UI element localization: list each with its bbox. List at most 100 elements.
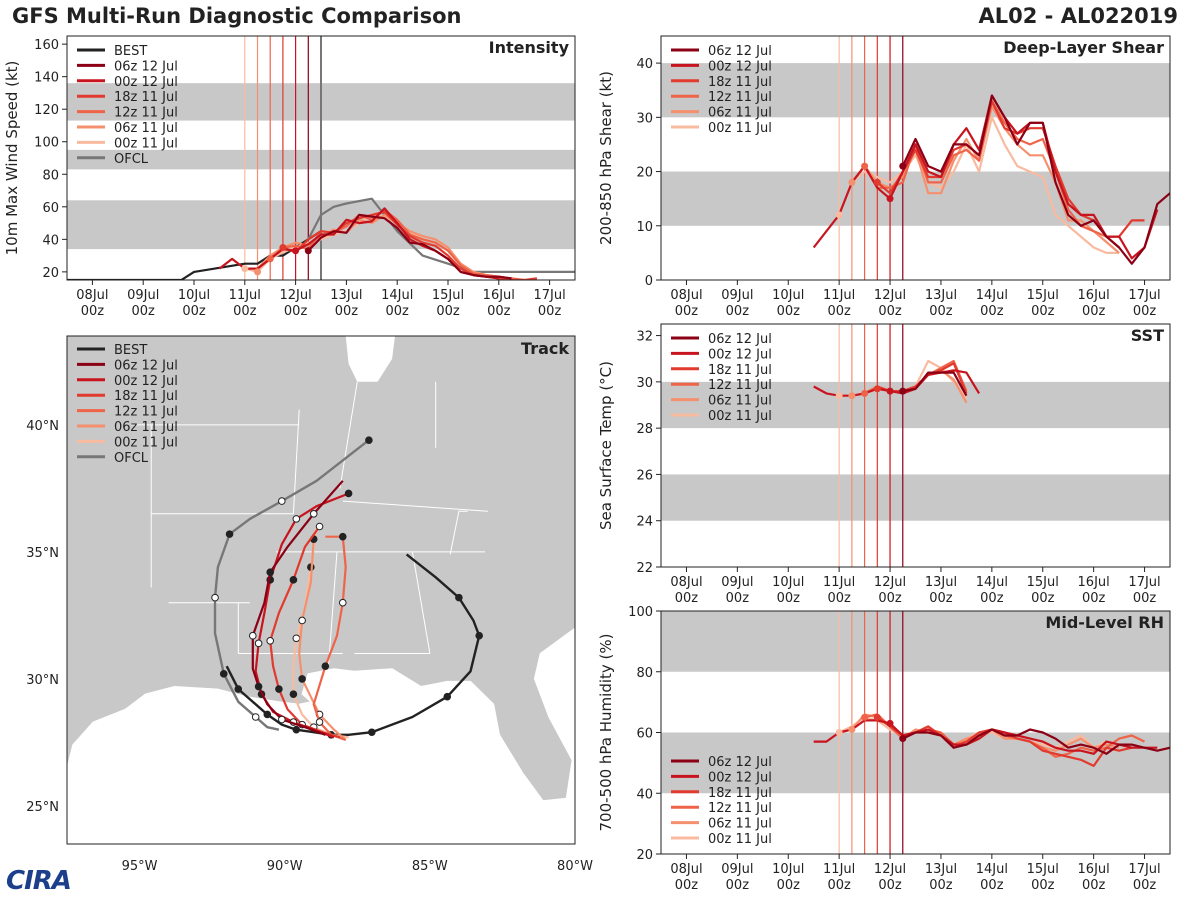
sst-xtick-label: 00z	[777, 591, 801, 606]
intensity-init-marker	[304, 247, 312, 255]
shear-xtick-label: 13Jul	[925, 288, 957, 303]
track-point-marker	[368, 728, 376, 737]
sst-ytick-label: 24	[636, 515, 653, 530]
rh-xtick-label: 00z	[675, 878, 699, 893]
rh-xtick-label: 14Jul	[976, 862, 1008, 877]
shear-xtick-label: 00z	[675, 304, 699, 319]
sst-xtick-label: 08Jul	[670, 575, 702, 590]
track-legend-label: OFCL	[114, 451, 149, 466]
intensity-xtick-label: 12Jul	[279, 288, 311, 303]
track-point-marker	[475, 631, 484, 640]
intensity-series-line	[307, 213, 512, 280]
track-point-marker	[266, 637, 275, 645]
intensity-ytick-label: 160	[34, 38, 59, 53]
intensity-legend-label: 12z 11 Jul	[114, 106, 178, 121]
shear-ytick-label: 40	[636, 57, 653, 72]
rh-ylabel: 700-500 hPa Humidity (%)	[597, 633, 615, 831]
track-point-marker	[344, 489, 353, 498]
shear-legend-label: 18z 11 Jul	[708, 75, 772, 90]
shear-init-marker	[899, 162, 907, 170]
sst-init-marker	[873, 385, 881, 393]
state-border	[339, 381, 358, 489]
sst-frame	[660, 323, 1171, 568]
sst-xtick-label: 00z	[878, 591, 902, 606]
intensity-xtick-label: 14Jul	[381, 288, 413, 303]
rh-xtick-label: 09Jul	[721, 862, 753, 877]
shear-legend-label: 06z 12 Jul	[708, 44, 772, 59]
intensity-ytick-label: 100	[34, 136, 59, 151]
intensity-series-line	[256, 213, 512, 280]
intensity-ytick-label: 40	[42, 233, 59, 248]
sst-title: SST	[1131, 326, 1164, 345]
rh-ytick-label: 20	[636, 848, 653, 863]
intensity-xtick-label: 00z	[538, 304, 562, 319]
track-line	[251, 480, 344, 736]
intensity-xtick-label: 00z	[81, 304, 105, 319]
track-frame	[66, 335, 576, 845]
sst-xtick-label: 15Jul	[1027, 575, 1059, 590]
land-mass	[67, 336, 575, 802]
track-ytick-label: 30°N	[26, 673, 59, 688]
rh-xtick-label: 10Jul	[772, 862, 804, 877]
intensity-legend-label: 18z 11 Jul	[114, 90, 178, 105]
chart-intensity: 2040608010012014016008Jul00z09Jul00z10Ju…	[3, 35, 576, 319]
intensity-xtick-label: 00z	[386, 304, 410, 319]
intensity-init-marker	[241, 265, 249, 273]
shear-ytick-label: 0	[645, 274, 653, 289]
shear-legend-label: 00z 12 Jul	[708, 59, 772, 74]
shear-xtick-label: 15Jul	[1027, 288, 1059, 303]
rh-shade-band	[661, 611, 1170, 672]
shear-legend-label: 00z 11 Jul	[708, 121, 772, 136]
rh-ytick-label: 100	[628, 605, 653, 620]
intensity-xtick-label: 17Jul	[533, 288, 565, 303]
chart-track: 95°W 90°W 85°W 80°W 25°N 30°N 35°N 40°N Track BES…	[26, 335, 593, 874]
track-point-marker	[254, 682, 263, 691]
intensity-init-marker	[266, 255, 274, 263]
intensity-legend-label: 06z 11 Jul	[114, 121, 178, 136]
sst-xtick-label: 14Jul	[976, 575, 1008, 590]
track-ytick-label: 25°N	[26, 800, 59, 815]
rh-xtick-label: 00z	[1133, 878, 1157, 893]
shear-ytick-label: 20	[636, 166, 653, 181]
rh-init-marker	[873, 713, 881, 721]
rh-xtick-label: 00z	[1082, 878, 1106, 893]
sst-legend-label: 06z 12 Jul	[708, 332, 772, 347]
shear-xtick-label: 14Jul	[976, 288, 1008, 303]
track-point-marker	[315, 718, 324, 726]
track-legend-label: 00z 11 Jul	[114, 435, 178, 450]
sst-xtick-label: 13Jul	[925, 575, 957, 590]
rh-init-marker	[899, 735, 907, 743]
shear-xtick-label: 11Jul	[823, 288, 855, 303]
shear-xtick-label: 00z	[878, 304, 902, 319]
sst-xtick-label: 00z	[1031, 591, 1055, 606]
shear-xtick-label: 00z	[980, 304, 1004, 319]
intensity-xtick-label: 16Jul	[483, 288, 515, 303]
sst-ytick-label: 22	[636, 561, 653, 576]
intensity-init-marker	[279, 243, 287, 251]
cira-logo: CIRA	[6, 866, 72, 896]
track-title: Track	[521, 339, 569, 358]
intensity-ytick-label: 140	[34, 71, 59, 86]
sst-legend-label: 06z 11 Jul	[708, 394, 772, 409]
track-point-marker	[278, 497, 286, 505]
sst-init-marker	[899, 387, 907, 395]
track-point-marker	[234, 685, 243, 693]
rh-xtick-label: 11Jul	[823, 862, 855, 877]
rh-xtick-label: 12Jul	[874, 862, 906, 877]
rh-legend-label: 06z 12 Jul	[708, 755, 772, 770]
rh-series-line	[902, 728, 1170, 755]
sst-series-line	[902, 371, 968, 397]
rh-xtick-label: 00z	[777, 878, 801, 893]
sst-xtick-label: 09Jul	[721, 575, 753, 590]
intensity-xtick-label: 00z	[436, 304, 460, 319]
storm-id-title: AL02 - AL022019	[978, 4, 1179, 28]
track-line	[312, 535, 347, 741]
track-point-marker	[275, 685, 283, 693]
track-xtick-label: 90°W	[267, 859, 303, 874]
shear-xtick-label: 00z	[1133, 304, 1157, 319]
intensity-xtick-label: 09Jul	[127, 288, 159, 303]
intensity-xtick-label: 00z	[487, 304, 511, 319]
sst-xtick-label: 00z	[1082, 591, 1106, 606]
